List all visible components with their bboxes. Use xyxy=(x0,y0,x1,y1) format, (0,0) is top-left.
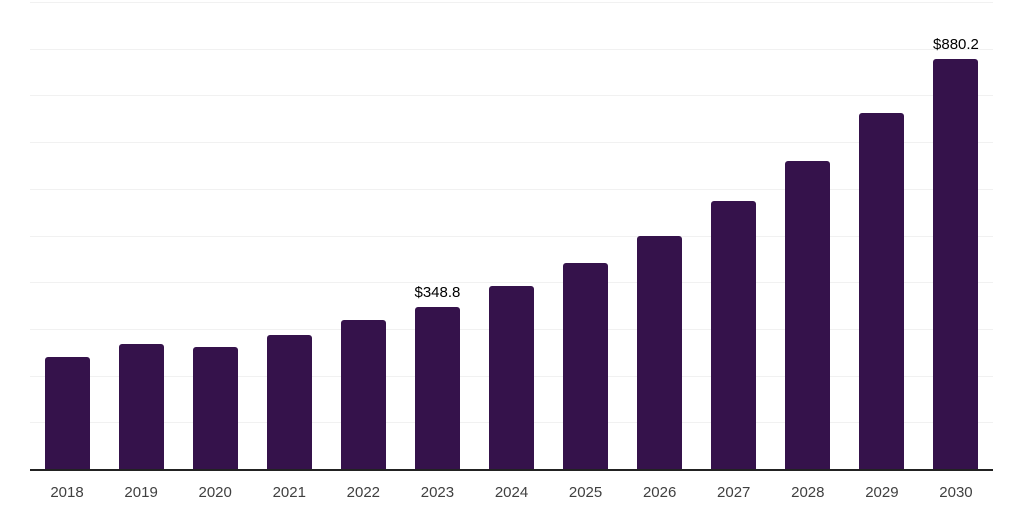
bar-2019 xyxy=(118,343,164,470)
x-axis-tick-label: 2020 xyxy=(198,484,232,501)
bar-2023 xyxy=(414,307,460,470)
x-axis-tick-label: 2029 xyxy=(865,484,899,501)
x-axis-tick-label: 2027 xyxy=(717,484,751,501)
gridline xyxy=(30,235,993,237)
bar-2028 xyxy=(785,161,831,470)
bar-2020 xyxy=(192,347,238,470)
x-axis-tick-label: 2024 xyxy=(494,484,529,501)
bar-2021 xyxy=(266,335,312,470)
gridline xyxy=(30,282,993,284)
gridline xyxy=(30,95,993,97)
gridline xyxy=(30,142,993,144)
bar-2030 xyxy=(933,58,979,470)
gridline xyxy=(30,48,993,50)
x-axis-tick-label: 2030 xyxy=(939,484,973,501)
x-axis-tick-label: 2025 xyxy=(568,484,603,501)
x-axis-tick-label: 2021 xyxy=(272,484,306,501)
x-axis-tick-label: 2028 xyxy=(791,484,825,501)
x-axis-tick-label: 2023 xyxy=(420,484,455,501)
gridline xyxy=(30,188,993,190)
bar-2025 xyxy=(563,263,609,470)
bar-2026 xyxy=(637,235,683,470)
x-axis-tick-label: 2019 xyxy=(124,484,158,501)
x-axis-tick-labels: 2018 2019 2020 2021 2022 2023 2024 2025 2026 2027… xyxy=(30,485,993,505)
x-axis-tick-label: 2026 xyxy=(642,484,677,501)
x-axis-line xyxy=(30,469,993,471)
bar-2029 xyxy=(859,113,905,470)
bar-2027 xyxy=(711,201,757,470)
plot-area: $348.8 $880.2 xyxy=(30,2,993,470)
x-axis-tick-label: 2022 xyxy=(346,484,381,501)
bar-value-label-2030: $880.2 xyxy=(933,35,979,53)
bar-2024 xyxy=(489,286,534,470)
gridline xyxy=(30,2,993,3)
bar-value-label-2023: $348.8 xyxy=(414,284,461,302)
bar-2022 xyxy=(340,320,386,470)
bar-2018 xyxy=(44,357,90,470)
x-axis-tick-label: 2018 xyxy=(50,484,84,501)
